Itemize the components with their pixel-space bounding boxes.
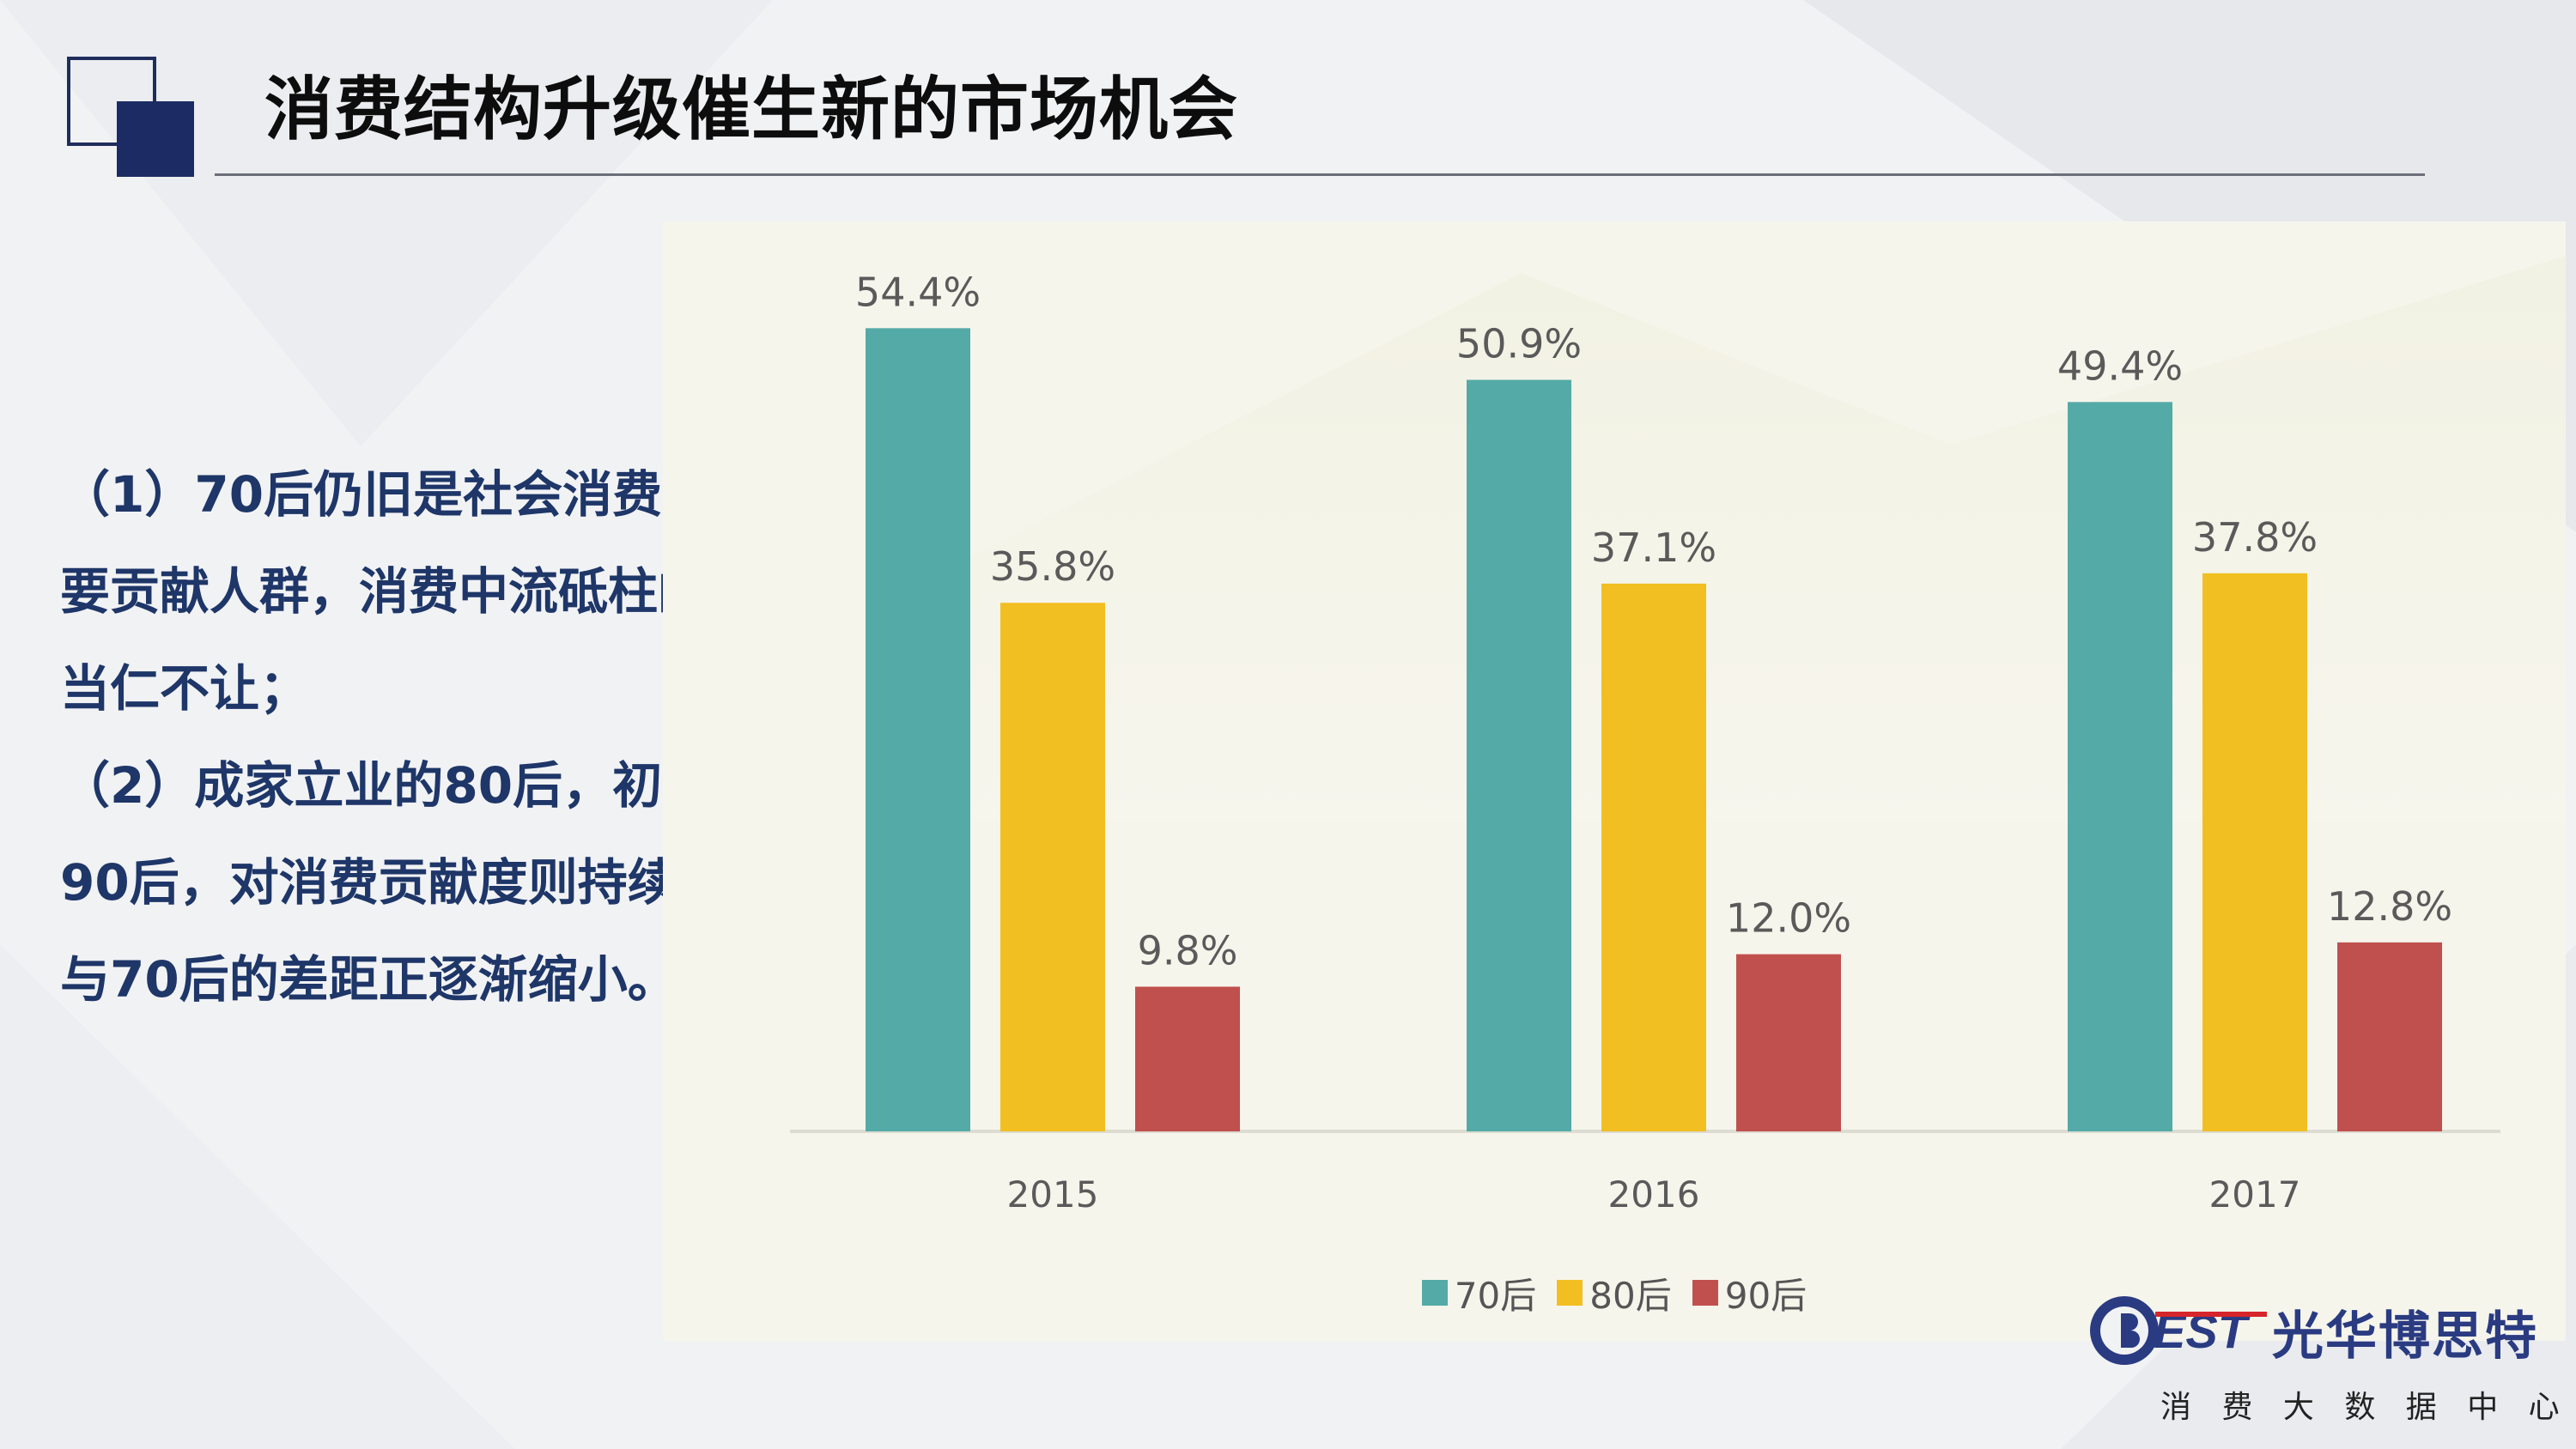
chart-legend: 70后 80后 90后 <box>663 1265 2566 1320</box>
data-label-2017-series-2: 37.8% <box>2192 514 2318 561</box>
brand-subtitle: 消 费 大 数 据 中 心 <box>2160 1390 2570 1425</box>
slide-title: 消费结构升级催生新的市场机会 <box>264 70 1238 149</box>
legend-swatch-80 <box>1557 1280 1583 1306</box>
legend-swatch-70 <box>1421 1280 1448 1306</box>
logo-solid-square <box>117 101 194 177</box>
bar-2016-series-3 <box>1736 954 1841 1131</box>
bar-2015-series-2 <box>1000 603 1105 1131</box>
bar-2017-series-2 <box>2202 573 2307 1131</box>
data-label-2015-series-1: 54.4% <box>855 269 981 315</box>
bar-2015-series-1 <box>866 328 970 1131</box>
best-logo-icon: EST <box>2090 1296 2267 1365</box>
bar-2017-series-1 <box>2068 402 2172 1131</box>
brand-name: 光华博思特 <box>2272 1307 2538 1367</box>
bar-chart: 54.4% 35.8% 9.8% 2015 50.9% 37.1% 12.0% 2016 49.… <box>790 256 2566 1216</box>
legend-label-70: 70后 <box>1454 1274 1537 1317</box>
x-tick-label-2016: 2016 <box>1608 1173 1700 1216</box>
data-label-2016-series-2: 37.1% <box>1591 524 1716 571</box>
legend-item-80: 80后 <box>1557 1265 1672 1320</box>
legend-item-90: 90后 <box>1692 1265 1807 1320</box>
data-label-2016-series-3: 12.0% <box>1726 895 1851 942</box>
data-label-2017-series-1: 49.4% <box>2057 343 2183 389</box>
x-tick-label-2017: 2017 <box>2209 1173 2301 1216</box>
chart-panel: 54.4% 35.8% 9.8% 2015 50.9% 37.1% 12.0% 2016 49.… <box>663 221 2566 1341</box>
brand-block: EST 光华博思特 消 费 大 数 据 中 心 <box>2087 1288 2560 1425</box>
title-divider <box>215 173 2425 176</box>
data-label-2016-series-1: 50.9% <box>1456 321 1582 367</box>
bar-2015-series-3 <box>1135 986 1240 1131</box>
data-label-2015-series-3: 9.8% <box>1138 927 1238 973</box>
bar-2017-series-3 <box>2337 942 2442 1131</box>
legend-label-90: 90后 <box>1724 1274 1807 1317</box>
bar-2016-series-2 <box>1601 583 1706 1131</box>
legend-label-80: 80后 <box>1589 1274 1672 1317</box>
bar-2016-series-1 <box>1467 379 1571 1131</box>
legend-item-70: 70后 <box>1421 1265 1537 1320</box>
x-tick-label-2015: 2015 <box>1007 1173 1099 1216</box>
title-logo-mark <box>67 57 194 177</box>
data-label-2017-series-3: 12.8% <box>2327 883 2452 930</box>
data-label-2015-series-2: 35.8% <box>990 543 1115 590</box>
legend-swatch-90 <box>1692 1280 1718 1306</box>
